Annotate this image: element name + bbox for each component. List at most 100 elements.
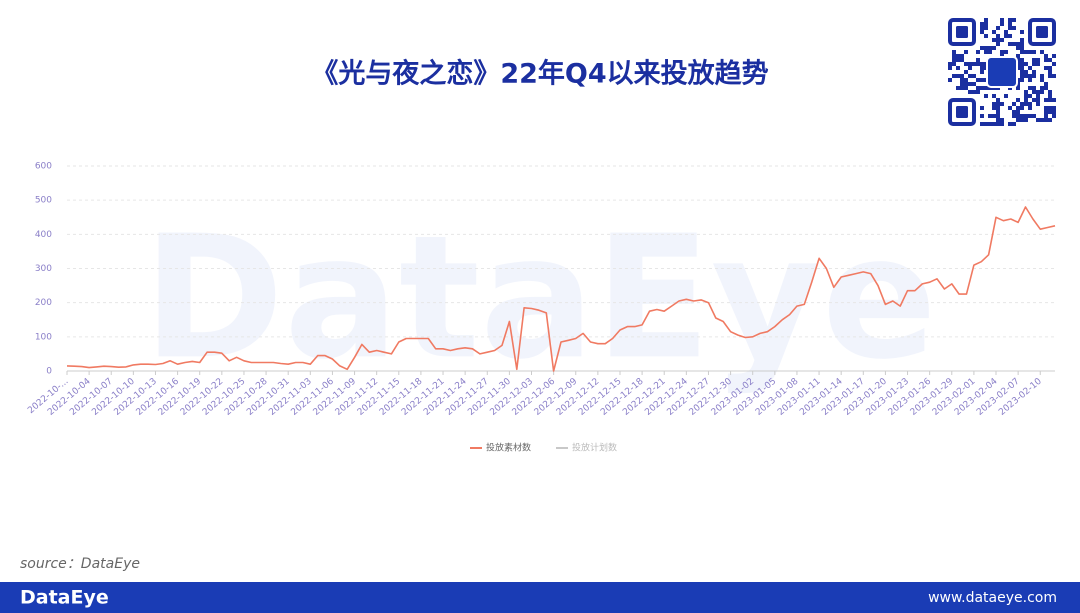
qr-cell: [980, 78, 984, 82]
qr-cell: [1028, 102, 1032, 106]
qr-cell: [1020, 46, 1024, 50]
qr-cell: [1016, 86, 1020, 90]
qr-cell: [984, 86, 988, 90]
qr-cell: [984, 50, 988, 54]
qr-cell: [988, 50, 992, 54]
qr-cell: [1012, 102, 1016, 106]
qr-cell: [1044, 118, 1048, 122]
qr-cell: [1024, 102, 1028, 106]
qr-cell: [1016, 106, 1020, 110]
qr-cell: [1020, 62, 1024, 66]
qr-cell: [976, 58, 980, 62]
qr-cell: [1044, 54, 1048, 58]
qr-cell: [1016, 42, 1020, 46]
qr-cell: [1008, 42, 1012, 46]
qr-finder-core: [1036, 26, 1048, 38]
qr-cell: [1000, 118, 1004, 122]
qr-finder-core: [956, 26, 968, 38]
qr-cell: [972, 62, 976, 66]
qr-cell: [1000, 50, 1004, 54]
qr-cell: [968, 66, 972, 70]
qr-code: [948, 18, 1056, 126]
y-tick-label: 500: [35, 196, 52, 206]
qr-cell: [988, 114, 992, 118]
qr-cell: [1008, 18, 1012, 22]
y-tick-label: 600: [35, 162, 52, 172]
qr-cell: [964, 86, 968, 90]
qr-cell: [968, 90, 972, 94]
qr-cell: [980, 86, 984, 90]
qr-cell: [1052, 98, 1056, 102]
qr-cell: [956, 86, 960, 90]
qr-cell: [1008, 22, 1012, 26]
qr-cell: [1020, 50, 1024, 54]
qr-cell: [1036, 90, 1040, 94]
qr-cell: [1008, 106, 1012, 110]
qr-cell: [972, 90, 976, 94]
qr-cell: [1044, 98, 1048, 102]
qr-cell: [992, 122, 996, 126]
qr-cell: [976, 62, 980, 66]
qr-cell: [1044, 66, 1048, 70]
qr-cell: [1000, 22, 1004, 26]
qr-cell: [1004, 30, 1008, 34]
qr-cell: [1000, 18, 1004, 22]
qr-finder: [1028, 18, 1056, 46]
qr-cell: [1024, 114, 1028, 118]
qr-cell: [956, 58, 960, 62]
qr-cell: [1008, 122, 1012, 126]
y-tick-label: 100: [35, 332, 52, 342]
qr-cell: [1028, 86, 1032, 90]
qr-cell: [996, 42, 1000, 46]
qr-cell: [1036, 62, 1040, 66]
qr-cell: [960, 82, 964, 86]
qr-cell: [1048, 66, 1052, 70]
qr-cell: [1012, 114, 1016, 118]
footer-bar: [0, 582, 1080, 613]
qr-cell: [1004, 50, 1008, 54]
qr-cell: [1044, 106, 1048, 110]
qr-cell: [1040, 90, 1044, 94]
qr-cell: [992, 114, 996, 118]
qr-cell: [1016, 58, 1020, 62]
qr-cell: [984, 22, 988, 26]
qr-cell: [1032, 86, 1036, 90]
qr-cell: [1048, 58, 1052, 62]
qr-cell: [1024, 94, 1028, 98]
qr-cell: [1024, 70, 1028, 74]
qr-cell: [1020, 114, 1024, 118]
qr-cell: [1032, 58, 1036, 62]
qr-cell: [1052, 106, 1056, 110]
qr-cell: [952, 54, 956, 58]
qr-cell: [1052, 110, 1056, 114]
qr-cell: [980, 122, 984, 126]
qr-cell: [976, 90, 980, 94]
qr-cell: [1032, 70, 1036, 74]
qr-cell: [960, 78, 964, 82]
qr-cell: [980, 106, 984, 110]
qr-cell: [1000, 122, 1004, 126]
qr-cell: [980, 62, 984, 66]
qr-cell: [976, 78, 980, 82]
qr-cell: [1020, 66, 1024, 70]
qr-cell: [1004, 94, 1008, 98]
qr-cell: [1012, 18, 1016, 22]
qr-cell: [992, 106, 996, 110]
qr-cell: [1032, 74, 1036, 78]
qr-cell: [996, 102, 1000, 106]
qr-cell: [992, 46, 996, 50]
qr-cell: [1020, 30, 1024, 34]
qr-cell: [1048, 118, 1052, 122]
qr-cell: [984, 46, 988, 50]
qr-cell: [972, 74, 976, 78]
qr-cell: [1000, 102, 1004, 106]
qr-cell: [976, 86, 980, 90]
footer-logo: DataEye: [20, 587, 109, 609]
qr-cell: [996, 38, 1000, 42]
watermark: DataEye: [143, 199, 937, 397]
qr-cell: [992, 94, 996, 98]
qr-cell: [1012, 26, 1016, 30]
y-tick-label: 200: [35, 298, 52, 308]
qr-cell: [984, 122, 988, 126]
